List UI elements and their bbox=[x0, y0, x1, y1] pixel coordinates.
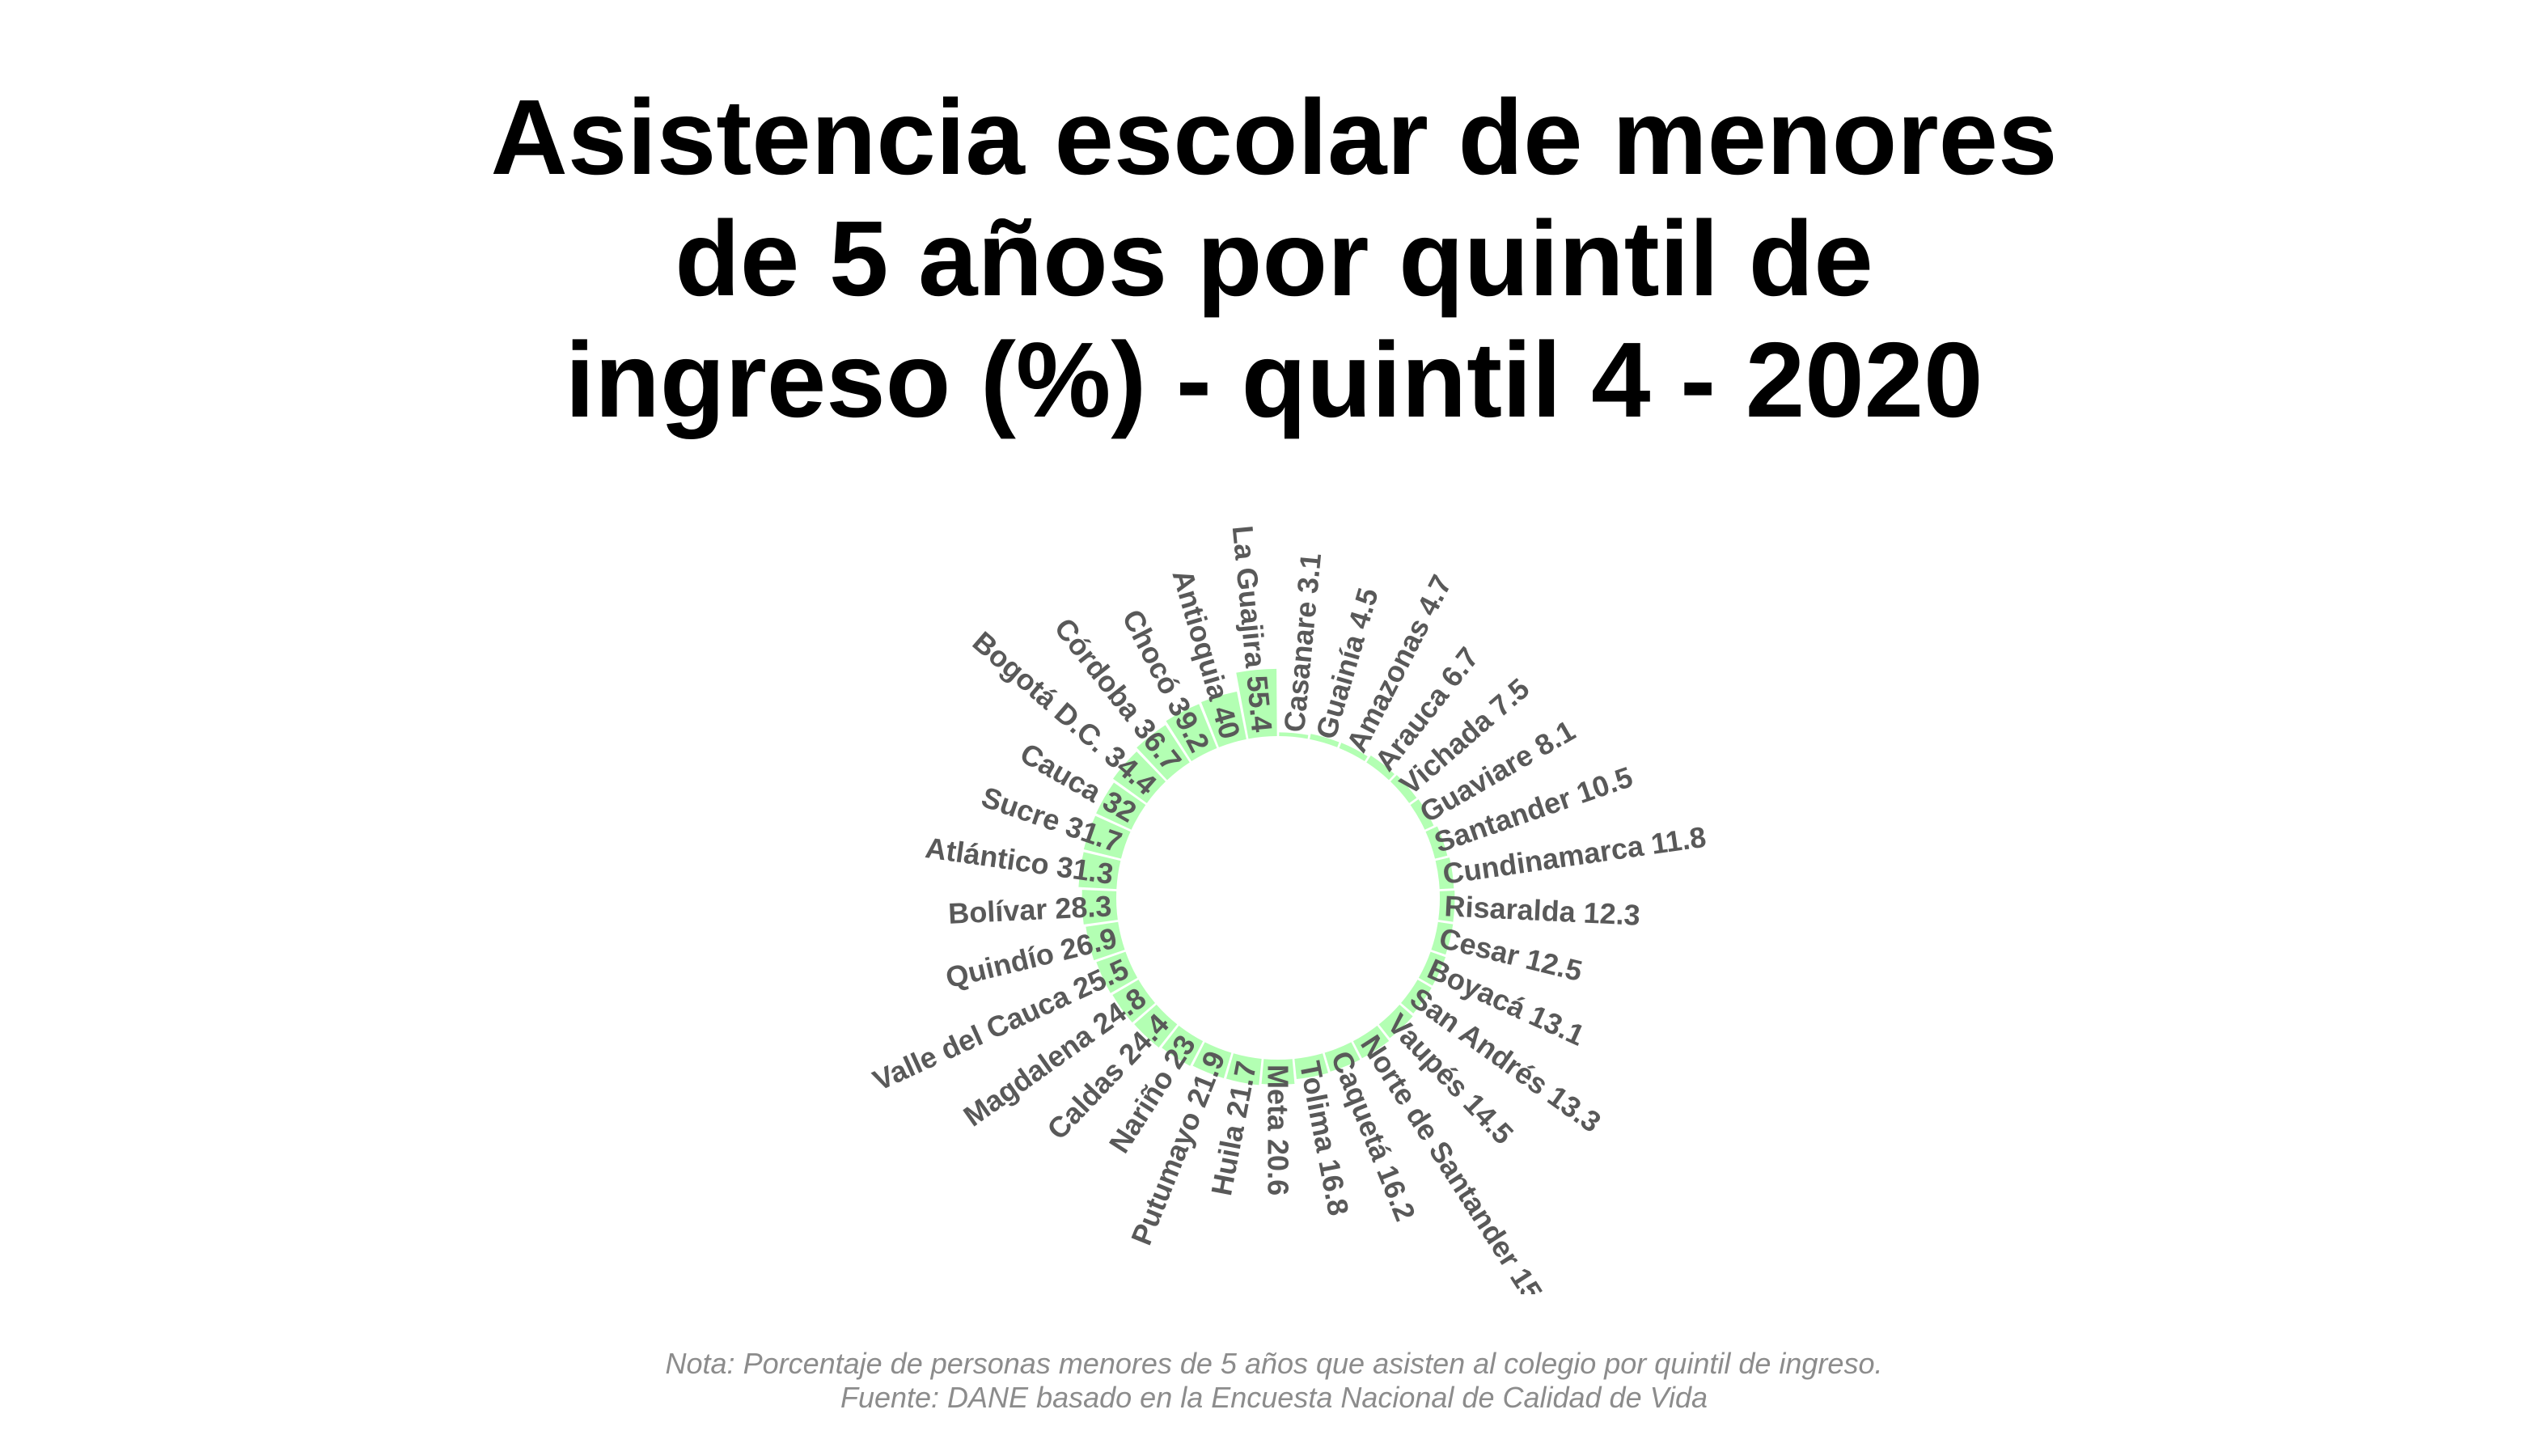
bar-putumayo bbox=[1192, 1042, 1232, 1078]
bar-magdalena bbox=[1112, 980, 1155, 1023]
bar-la-guajira bbox=[1236, 668, 1277, 739]
bar-valle-del-cauca bbox=[1096, 951, 1138, 993]
bar-norte-de-santander bbox=[1352, 1026, 1390, 1059]
bar-choc- bbox=[1166, 704, 1217, 762]
chart-bars bbox=[1078, 668, 1455, 1086]
bar-vaup-s bbox=[1378, 1004, 1413, 1039]
chart-footer: Nota: Porcentaje de personas menores de … bbox=[0, 1347, 2548, 1415]
bar-bol-var bbox=[1081, 890, 1118, 925]
chart-title: Asistencia escolar de menores de 5 años … bbox=[0, 77, 2548, 441]
bar-antioquia bbox=[1200, 692, 1246, 747]
footer-source: Fuente: DANE basado en la Encuesta Nacio… bbox=[840, 1381, 1708, 1414]
bar-meta bbox=[1261, 1059, 1295, 1085]
bar-casanare bbox=[1279, 732, 1309, 739]
bar-amazonas bbox=[1339, 743, 1368, 762]
footer-note: Nota: Porcentaje de personas menores de … bbox=[665, 1347, 1883, 1380]
bar-bogot-d-c- bbox=[1113, 751, 1166, 803]
bar-cundinamarca bbox=[1435, 857, 1454, 890]
chart-title-line-3: ingreso (%) - quintil 4 - 2020 bbox=[565, 320, 1983, 439]
bar-boyac- bbox=[1418, 951, 1446, 986]
bar-caldas bbox=[1134, 1004, 1178, 1048]
bar-label-meta: Meta 20.6 bbox=[1262, 1064, 1295, 1196]
bar-san-andr-s bbox=[1401, 980, 1432, 1014]
bar-guaviare bbox=[1410, 799, 1434, 830]
bar-huila bbox=[1225, 1053, 1262, 1086]
bar-cesar bbox=[1431, 921, 1454, 955]
bar-arauca bbox=[1366, 756, 1395, 781]
bar-risaralda bbox=[1438, 891, 1455, 922]
bar-label-risaralda: Risaralda 12.3 bbox=[1444, 889, 1641, 931]
bar-nari-o bbox=[1162, 1026, 1204, 1066]
bar-quind-o bbox=[1086, 921, 1125, 961]
bar-sucre bbox=[1083, 815, 1131, 859]
bar-tolima bbox=[1294, 1053, 1329, 1080]
bar-label-bol-var: Bolívar 28.3 bbox=[947, 889, 1112, 930]
bar-cauca bbox=[1096, 782, 1146, 830]
bar-santander bbox=[1425, 826, 1448, 859]
bar-c-rdoba bbox=[1136, 725, 1190, 781]
bar-caquet- bbox=[1324, 1042, 1361, 1072]
bar-vichada bbox=[1390, 775, 1417, 803]
chart-title-line-1: Asistencia escolar de menores bbox=[490, 78, 2058, 197]
chart-title-line-2: de 5 años por quintil de bbox=[675, 199, 1873, 318]
bar-atl-ntico bbox=[1078, 852, 1121, 890]
bar-guain-a bbox=[1310, 734, 1340, 747]
